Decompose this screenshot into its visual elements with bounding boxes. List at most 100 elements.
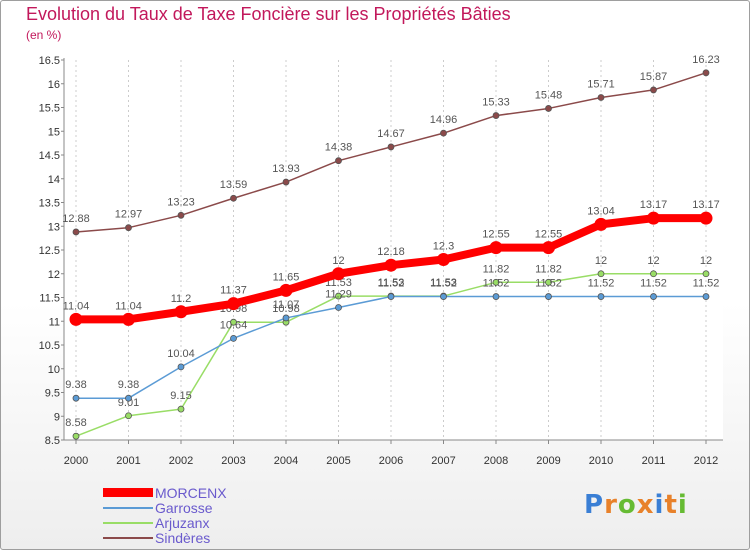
- series-morcenx: 11.04 11.04 11.2 11.37 11.65 12 12.18 12.3 12.55…: [63, 199, 720, 326]
- data-point: [545, 105, 552, 112]
- data-point: [597, 94, 605, 101]
- data-point: [177, 405, 185, 413]
- data-label: 11.53: [325, 277, 352, 289]
- data-point: [699, 211, 713, 225]
- data-point: [492, 278, 500, 286]
- data-point: [282, 178, 290, 186]
- logo-letter: o: [617, 490, 637, 520]
- data-label: 11.52: [430, 278, 457, 290]
- data-point: [702, 293, 710, 300]
- y-tick-label: 14.5: [39, 150, 60, 162]
- data-label: 12.18: [377, 246, 405, 258]
- data-point: [335, 157, 342, 165]
- data-label: 14.38: [325, 142, 353, 154]
- logo-letter: x: [636, 490, 655, 520]
- data-point: [492, 293, 500, 300]
- y-tick-label: 9: [54, 411, 60, 423]
- data-label: 11.82: [535, 263, 562, 275]
- x-tick-label: 2001: [116, 455, 140, 467]
- x-tick-label: 2009: [536, 455, 560, 467]
- y-tick-label: 11.5: [39, 293, 60, 305]
- data-label: 11.04: [115, 300, 142, 312]
- x-tick-label: 2004: [274, 455, 298, 467]
- data-label: 11.53: [378, 277, 405, 289]
- data-label: 15.87: [640, 71, 668, 83]
- y-tick-label: 10.5: [39, 340, 60, 352]
- data-label: 11.65: [273, 271, 300, 283]
- data-label: 12: [595, 255, 607, 267]
- data-point: [387, 143, 395, 151]
- data-point: [650, 86, 657, 94]
- data-point: [440, 293, 447, 300]
- data-point: [542, 241, 555, 255]
- data-label: 13.59: [220, 179, 248, 191]
- data-point: [387, 293, 395, 300]
- data-label: 11.52: [535, 278, 562, 290]
- legend-swatch: [103, 536, 153, 539]
- data-label: 9.38: [65, 379, 86, 391]
- data-point: [72, 432, 80, 440]
- data-label: 14.67: [377, 128, 405, 140]
- y-tick-label: 16: [48, 79, 60, 91]
- y-tick-label: 16.5: [39, 55, 60, 67]
- y-tick-label: 13: [48, 221, 60, 233]
- data-label: 11.52: [483, 278, 510, 290]
- legend-item: Sindères: [103, 530, 210, 545]
- x-tick-label: 2005: [326, 455, 350, 467]
- data-point: [335, 292, 342, 300]
- data-point: [122, 312, 135, 326]
- data-point: [72, 228, 80, 236]
- data-point: [125, 412, 132, 420]
- plot-area: [64, 60, 723, 440]
- data-point: [597, 270, 605, 278]
- chart-title: Evolution du Taux de Taxe Foncière sur l…: [26, 4, 511, 24]
- unit-label: (en %): [26, 28, 62, 42]
- data-point: [489, 241, 503, 255]
- data-label: 13.93: [272, 163, 300, 175]
- data-point: [230, 334, 237, 342]
- data-label: 12: [700, 255, 712, 267]
- x-tick-label: 2003: [221, 455, 245, 467]
- x-tick-label: 2008: [484, 455, 508, 467]
- legend-label: MORCENX: [155, 484, 227, 501]
- x-tick-label: 2012: [694, 455, 718, 467]
- data-label: 12.88: [62, 213, 90, 225]
- data-label: 9.15: [170, 390, 191, 402]
- data-point: [177, 363, 185, 371]
- data-point: [545, 293, 552, 300]
- data-label: 8.58: [65, 417, 86, 429]
- data-point: [702, 270, 710, 278]
- data-point: [594, 217, 608, 231]
- y-tick-label: 15.5: [39, 103, 60, 115]
- data-point: [545, 278, 552, 286]
- legend-item: Garrosse: [103, 500, 213, 515]
- data-label: 11.52: [640, 278, 667, 290]
- data-label: 16.23: [692, 54, 720, 66]
- data-label: 12.55: [482, 229, 510, 241]
- data-point: [384, 258, 398, 272]
- data-label: 12.3: [433, 241, 454, 253]
- legend-swatch: [103, 506, 153, 509]
- data-label: 14.96: [430, 114, 458, 126]
- y-tick-label: 12: [48, 269, 60, 281]
- data-label: 11.29: [325, 288, 352, 300]
- data-point: [492, 112, 500, 119]
- data-label: 11.52: [693, 278, 720, 290]
- x-tick-label: 2011: [642, 455, 666, 467]
- data-point: [440, 129, 447, 137]
- data-point: [125, 224, 132, 232]
- data-label: 12: [332, 255, 344, 267]
- data-point: [332, 267, 345, 281]
- legend-swatch: [103, 521, 153, 524]
- data-label: 10.98: [272, 303, 300, 315]
- x-tick-label: 2007: [431, 455, 455, 467]
- data-label: 13.23: [167, 196, 195, 208]
- data-label: 15.48: [535, 89, 563, 101]
- data-label: 11.53: [430, 277, 457, 289]
- y-tick-label: 10: [48, 364, 60, 376]
- data-label: 13.17: [692, 199, 720, 211]
- data-point: [125, 394, 132, 402]
- data-point: [174, 305, 188, 319]
- data-label: 11.52: [588, 278, 615, 290]
